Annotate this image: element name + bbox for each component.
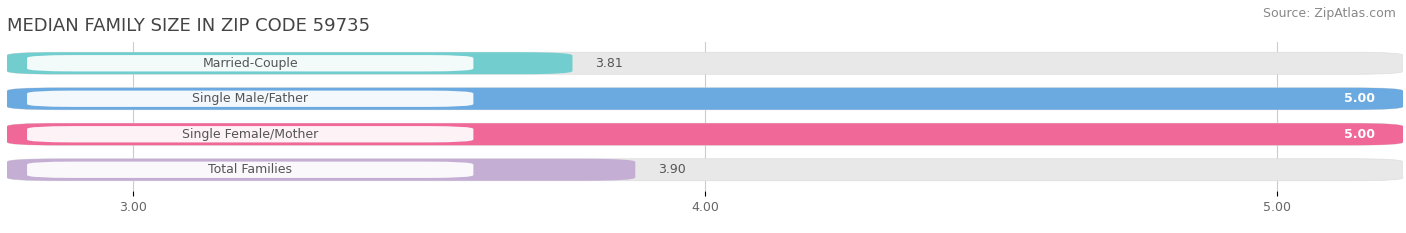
FancyBboxPatch shape bbox=[27, 126, 474, 142]
FancyBboxPatch shape bbox=[27, 162, 474, 178]
Text: Single Female/Mother: Single Female/Mother bbox=[183, 128, 318, 141]
FancyBboxPatch shape bbox=[7, 52, 572, 74]
Text: Total Families: Total Families bbox=[208, 163, 292, 176]
Text: 3.90: 3.90 bbox=[658, 163, 686, 176]
Text: 5.00: 5.00 bbox=[1344, 128, 1375, 141]
Text: Married-Couple: Married-Couple bbox=[202, 57, 298, 70]
FancyBboxPatch shape bbox=[7, 123, 1403, 145]
FancyBboxPatch shape bbox=[7, 88, 1403, 110]
Text: MEDIAN FAMILY SIZE IN ZIP CODE 59735: MEDIAN FAMILY SIZE IN ZIP CODE 59735 bbox=[7, 17, 370, 35]
Text: Source: ZipAtlas.com: Source: ZipAtlas.com bbox=[1263, 7, 1396, 20]
FancyBboxPatch shape bbox=[7, 52, 1403, 74]
Text: 3.81: 3.81 bbox=[595, 57, 623, 70]
FancyBboxPatch shape bbox=[7, 159, 636, 181]
FancyBboxPatch shape bbox=[7, 123, 1403, 145]
Text: Single Male/Father: Single Male/Father bbox=[193, 92, 308, 105]
FancyBboxPatch shape bbox=[27, 91, 474, 107]
Text: 5.00: 5.00 bbox=[1344, 92, 1375, 105]
FancyBboxPatch shape bbox=[7, 159, 1403, 181]
FancyBboxPatch shape bbox=[27, 55, 474, 71]
FancyBboxPatch shape bbox=[7, 88, 1403, 110]
